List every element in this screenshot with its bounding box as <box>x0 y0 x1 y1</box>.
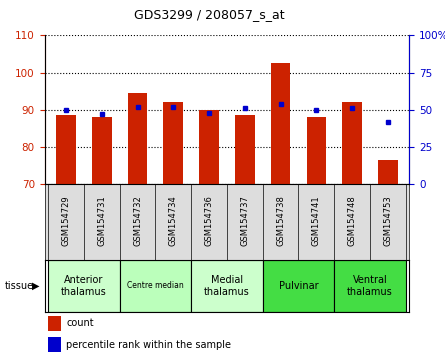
Bar <box>128 93 147 184</box>
Text: Anterior
thalamus: Anterior thalamus <box>61 275 107 297</box>
Text: ▶: ▶ <box>32 281 40 291</box>
Bar <box>48 260 120 312</box>
Text: Pulvinar: Pulvinar <box>279 281 318 291</box>
Text: GSM154753: GSM154753 <box>384 195 392 246</box>
Text: GSM154731: GSM154731 <box>97 195 106 246</box>
Bar <box>120 260 191 312</box>
Text: GSM154738: GSM154738 <box>276 195 285 246</box>
Bar <box>378 160 398 184</box>
Bar <box>48 316 61 331</box>
Text: Ventral
thalamus: Ventral thalamus <box>347 275 393 297</box>
Bar <box>334 260 406 312</box>
Bar <box>235 115 255 184</box>
Bar <box>307 117 326 184</box>
Text: count: count <box>66 318 94 329</box>
Text: GSM154748: GSM154748 <box>348 195 356 246</box>
Text: GSM154729: GSM154729 <box>61 195 70 246</box>
Text: GSM154741: GSM154741 <box>312 195 321 246</box>
Bar <box>56 115 76 184</box>
Bar <box>199 110 219 184</box>
Text: GSM154732: GSM154732 <box>133 195 142 246</box>
Text: GDS3299 / 208057_s_at: GDS3299 / 208057_s_at <box>134 8 284 21</box>
Text: Medial
thalamus: Medial thalamus <box>204 275 250 297</box>
Bar <box>48 337 61 352</box>
Bar <box>92 117 112 184</box>
Bar <box>342 102 362 184</box>
Bar <box>271 63 291 184</box>
Bar <box>163 102 183 184</box>
Text: tissue: tissue <box>4 281 33 291</box>
Text: percentile rank within the sample: percentile rank within the sample <box>66 339 231 350</box>
Text: GSM154737: GSM154737 <box>240 195 249 246</box>
Text: GSM154734: GSM154734 <box>169 195 178 246</box>
Bar <box>191 260 263 312</box>
Text: GSM154736: GSM154736 <box>205 195 214 246</box>
Bar <box>263 260 334 312</box>
Text: Centre median: Centre median <box>127 281 184 290</box>
